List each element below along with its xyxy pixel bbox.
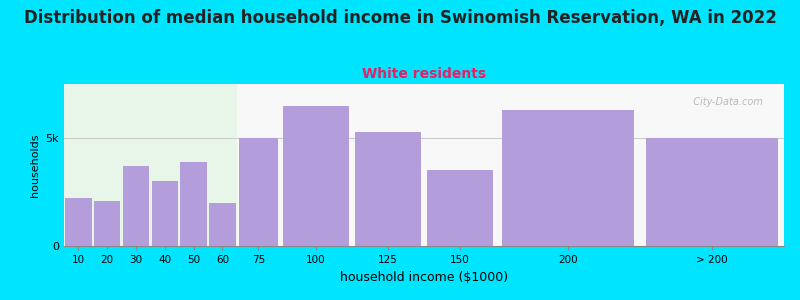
Bar: [355, 131, 421, 246]
Y-axis label: households: households: [30, 133, 40, 197]
X-axis label: household income ($1000): household income ($1000): [340, 271, 508, 284]
Text: City-Data.com: City-Data.com: [686, 97, 762, 107]
Bar: [238, 138, 278, 246]
Bar: [237, 84, 784, 246]
Bar: [122, 166, 150, 246]
Bar: [65, 199, 92, 246]
Bar: [427, 170, 493, 246]
Bar: [283, 106, 349, 246]
Bar: [180, 162, 207, 246]
Bar: [94, 201, 121, 246]
Text: Distribution of median household income in Swinomish Reservation, WA in 2022: Distribution of median household income …: [23, 9, 777, 27]
Bar: [151, 181, 178, 246]
Title: White residents: White residents: [362, 68, 486, 81]
Bar: [646, 138, 778, 246]
Bar: [502, 110, 634, 246]
Bar: [209, 203, 236, 246]
Bar: [64, 84, 237, 246]
